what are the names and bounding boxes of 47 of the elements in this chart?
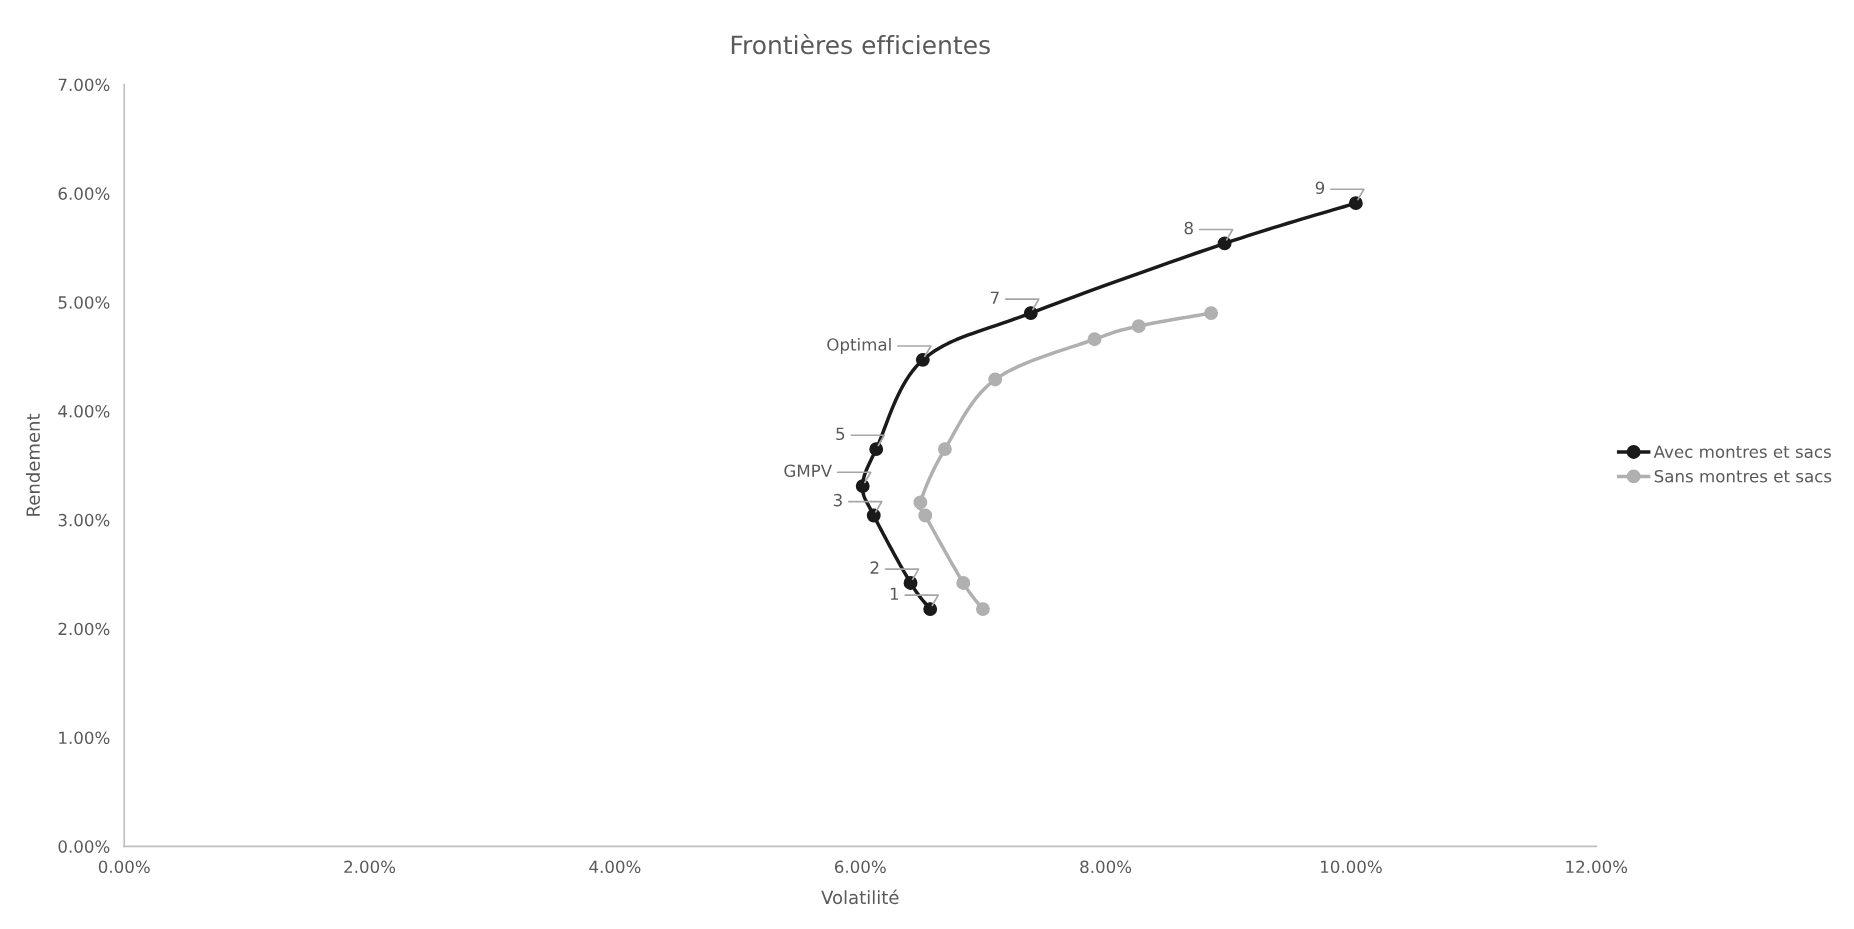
legend-label: Sans montres et sacs: [1654, 469, 1832, 483]
x-tick-label: 0.00%: [98, 860, 150, 874]
y-tick-label: 1.00%: [59, 731, 110, 745]
point: [869, 442, 884, 457]
point: [975, 602, 990, 617]
x-tick-label: 8.00%: [1080, 860, 1132, 874]
point: [956, 576, 971, 590]
point: [855, 479, 870, 494]
x-tick-label: 2.00%: [344, 860, 396, 874]
annotation: 8: [1184, 221, 1193, 235]
y-tick-label: 4.00%: [58, 404, 110, 418]
y-tick-label: 6.00%: [58, 187, 110, 200]
point: [1217, 236, 1232, 251]
annotation: 9: [1315, 181, 1325, 195]
point: [913, 495, 928, 510]
y-tick-label: 0.00%: [58, 840, 110, 853]
point: [1204, 306, 1219, 321]
point: [1131, 319, 1146, 334]
x-tick-label: 6.00%: [834, 860, 886, 874]
y-tick-label: 3.00%: [58, 513, 110, 527]
annotation: 1: [890, 587, 899, 600]
point: [1087, 332, 1102, 347]
point: [1023, 306, 1038, 321]
point: [923, 602, 938, 617]
annotation: GMPV: [784, 464, 833, 478]
point: [937, 442, 952, 457]
annotation: 7: [990, 291, 999, 304]
y-tick-label: 5.00%: [58, 296, 110, 309]
point: [915, 352, 930, 367]
point: [918, 508, 933, 523]
point: [1348, 196, 1363, 211]
chart-title: Frontières efficientes: [731, 33, 990, 55]
x-tick-label: 10.00%: [1321, 860, 1382, 874]
y-tick-label: 7.00%: [58, 78, 110, 92]
point: [988, 372, 1003, 387]
legend-label: Avec montres et sacs: [1653, 445, 1831, 459]
point: [903, 576, 918, 590]
annotation: Optimal: [827, 337, 891, 355]
point: [866, 508, 881, 523]
x-axis-title: Volatilité: [821, 889, 899, 905]
x-tick-label: 12.00%: [1566, 860, 1628, 874]
y-tick-label: 2.00%: [58, 622, 110, 636]
x-tick-label: 4.00%: [589, 860, 641, 874]
annotation: 2: [870, 561, 879, 574]
annotation: 3: [833, 493, 842, 507]
y-axis-title: Rendement: [26, 413, 40, 516]
annotation: 5: [836, 427, 845, 441]
